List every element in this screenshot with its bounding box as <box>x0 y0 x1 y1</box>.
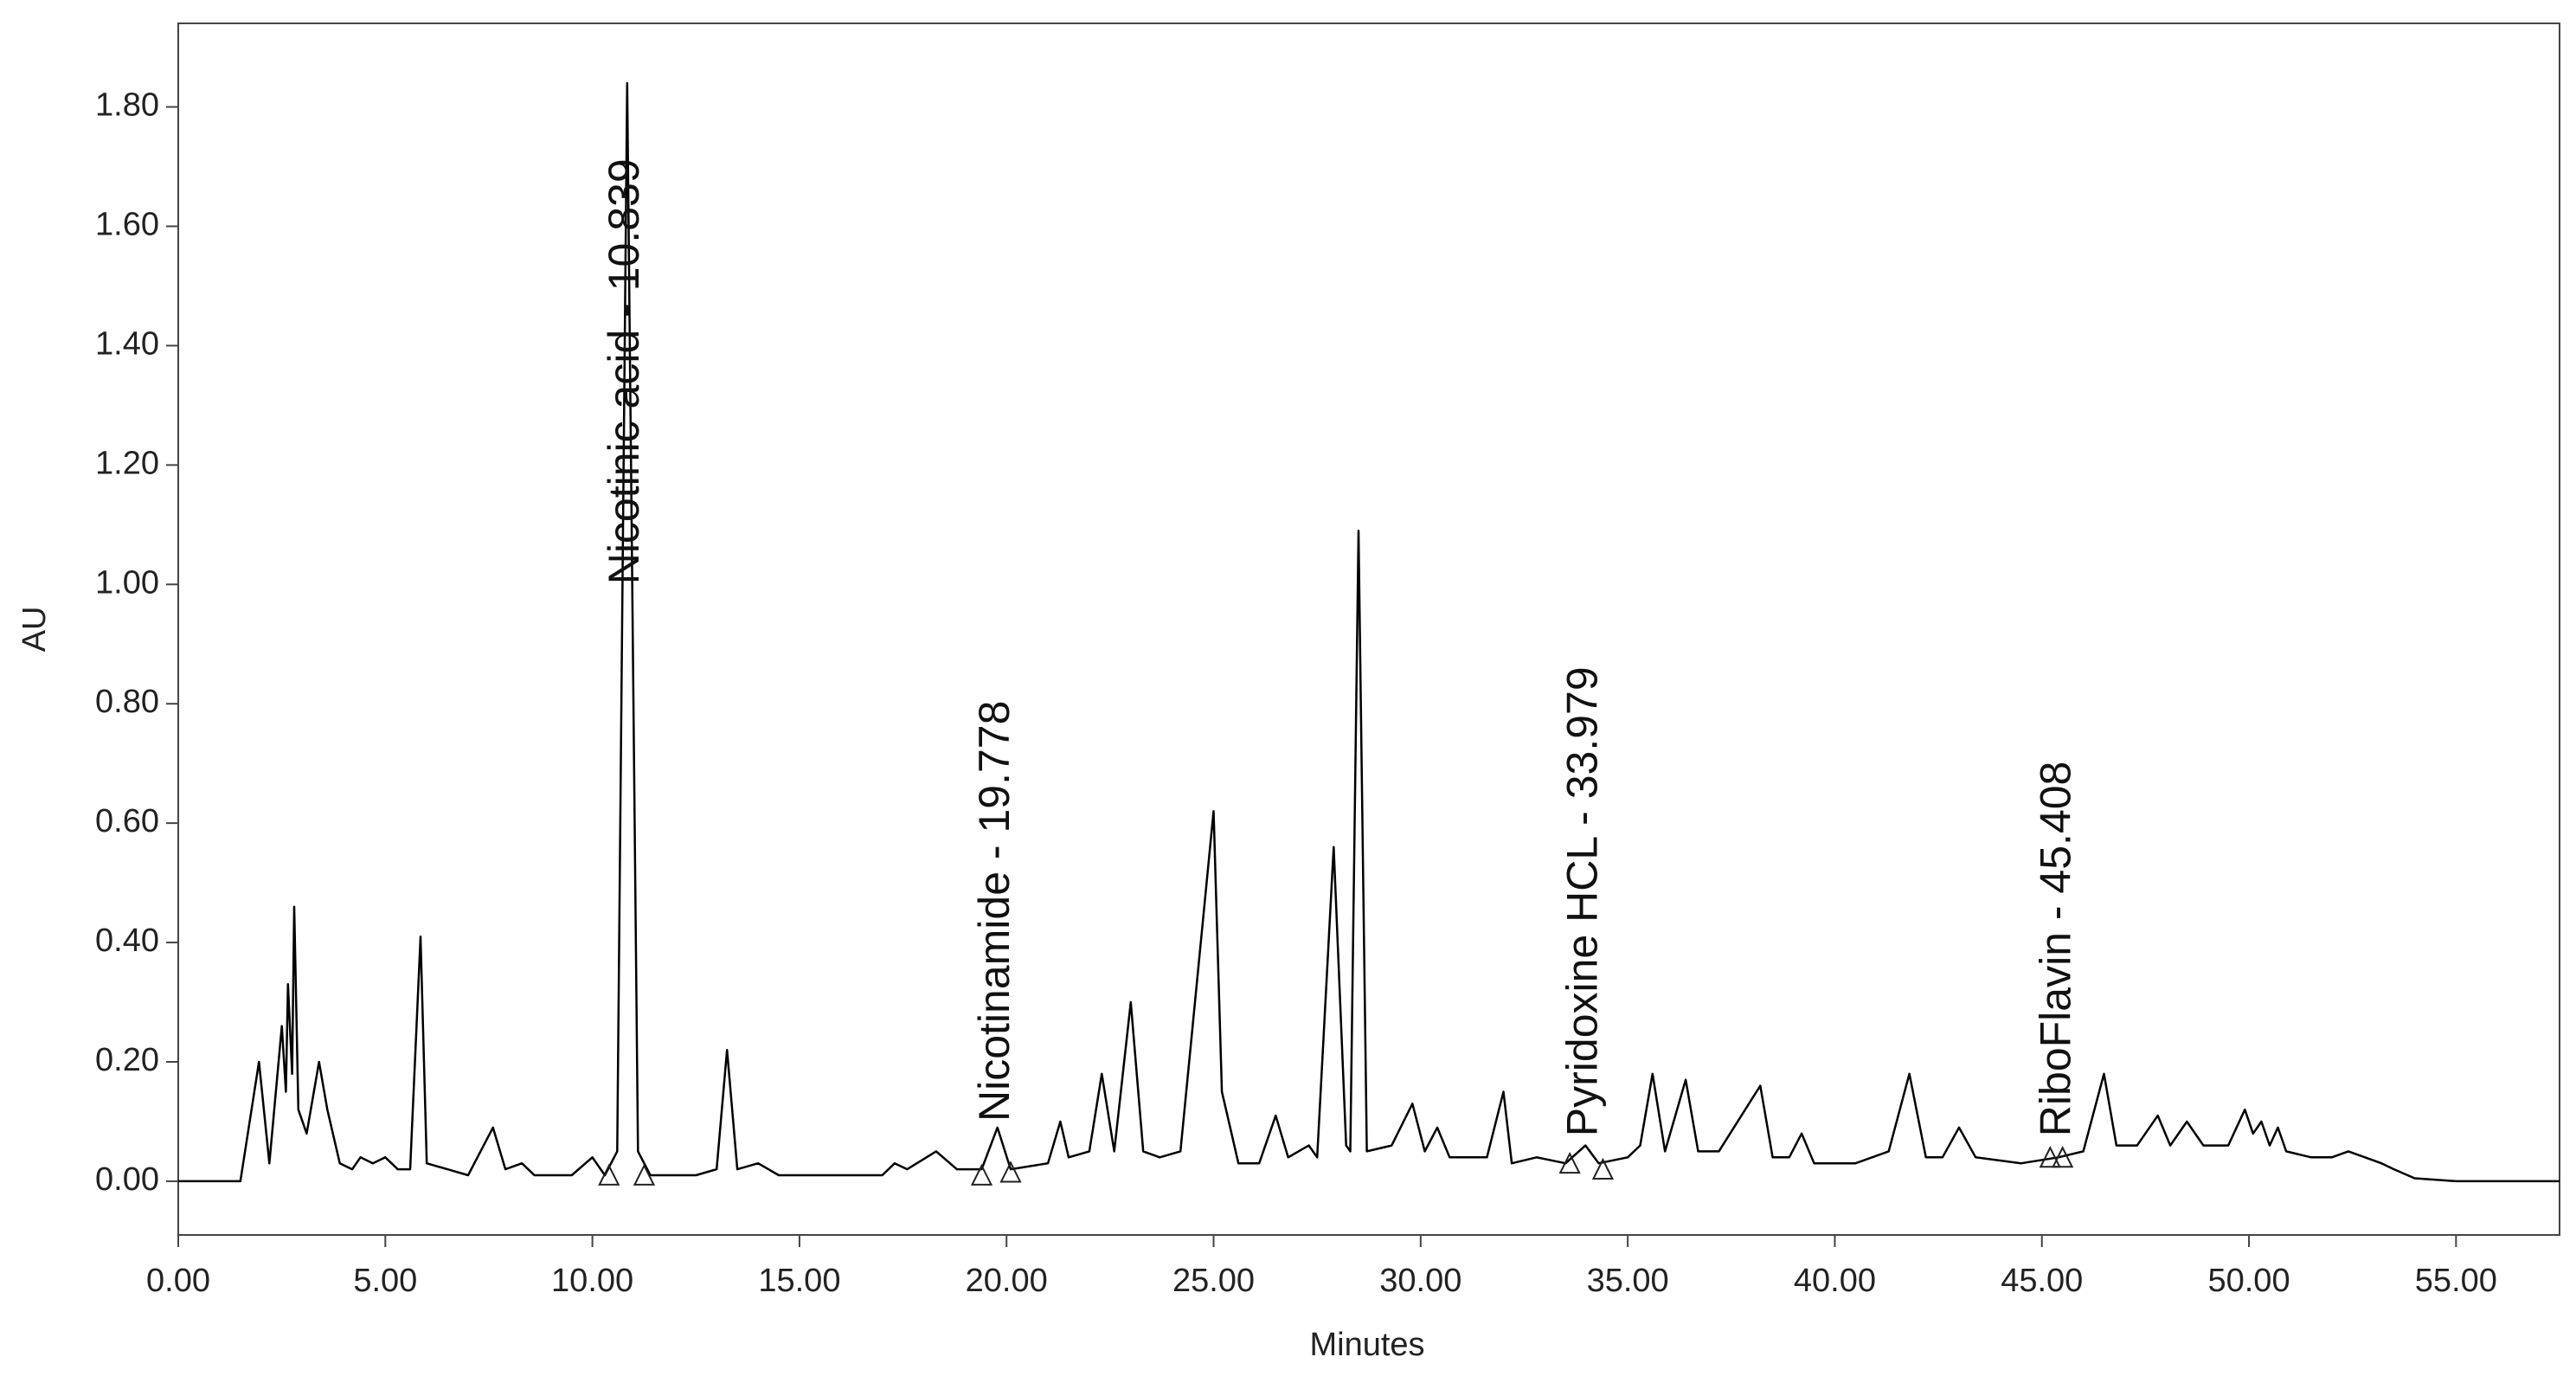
x-tick-label: 15.00 <box>758 1263 840 1299</box>
baseline-marker <box>999 1161 1022 1183</box>
x-tick-label: 5.00 <box>353 1263 417 1299</box>
x-tick-label: 40.00 <box>1794 1263 1876 1299</box>
plot-frame <box>177 23 2560 1236</box>
baseline-marker <box>1558 1151 1581 1174</box>
baseline-marker <box>598 1163 620 1186</box>
peak-label: Nicotinic acid - 10.839 <box>600 158 648 584</box>
y-tick-label: 1.80 <box>95 87 159 124</box>
y-axis-title: AU <box>16 607 53 653</box>
x-tick-label: 45.00 <box>2001 1263 2083 1299</box>
x-tick-label: 35.00 <box>1587 1263 1669 1299</box>
baseline-marker <box>633 1163 656 1186</box>
x-tick-label: 20.00 <box>966 1263 1048 1299</box>
y-tick-label: 1.20 <box>95 445 159 481</box>
x-tick-label: 55.00 <box>2415 1263 2497 1299</box>
y-tick-label: 1.40 <box>95 325 159 362</box>
baseline-marker <box>970 1163 993 1186</box>
baseline-marker <box>2039 1146 2061 1168</box>
y-tick-label: 0.00 <box>95 1161 159 1198</box>
y-tick-label: 0.80 <box>95 684 159 720</box>
y-tick-label: 0.40 <box>95 923 159 959</box>
baseline-marker <box>1591 1157 1615 1180</box>
x-tick-label: 25.00 <box>1172 1263 1255 1299</box>
x-axis-title: Minutes <box>1309 1327 1424 1363</box>
x-tick-label: 50.00 <box>2207 1263 2290 1299</box>
x-tick-label: 10.00 <box>551 1263 633 1299</box>
baseline-marker <box>2052 1146 2074 1168</box>
peak-label: Nicotinamide - 19.778 <box>970 701 1018 1122</box>
peak-label: RiboFlavin - 45.408 <box>2031 762 2079 1137</box>
x-tick-label: 30.00 <box>1379 1263 1461 1299</box>
x-tick-label: 0.00 <box>146 1263 210 1299</box>
peak-label: Pyridoxine HCL - 33.979 <box>1558 666 1606 1136</box>
y-tick-label: 1.00 <box>95 564 159 601</box>
y-tick-label: 0.20 <box>95 1042 159 1078</box>
y-tick-label: 0.60 <box>95 803 159 839</box>
trace <box>178 81 2560 1183</box>
y-tick-label: 1.60 <box>95 207 159 243</box>
